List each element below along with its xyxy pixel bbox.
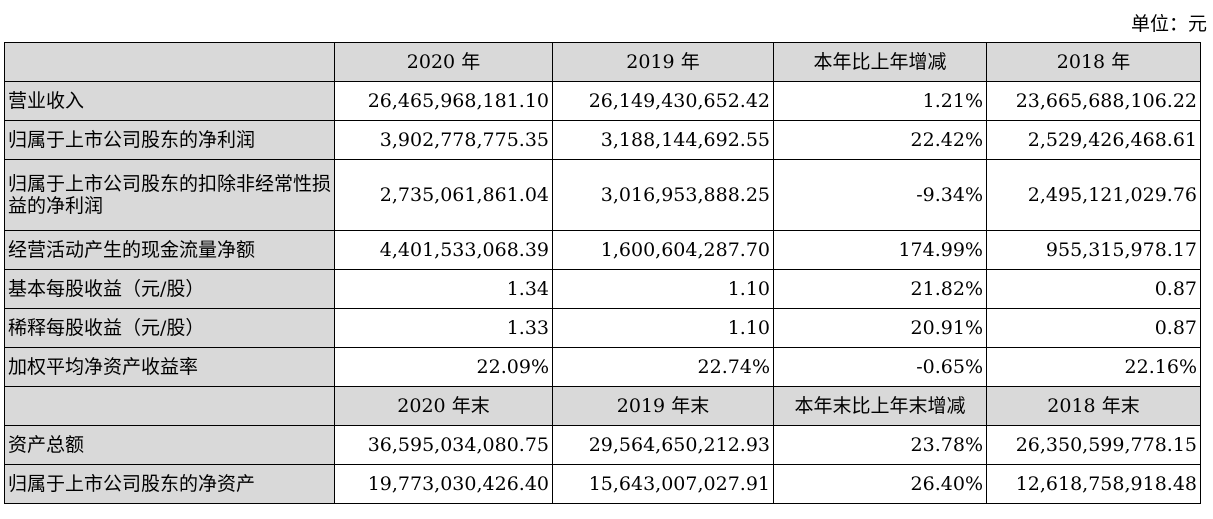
value-2018: 0.87 [986, 308, 1201, 348]
value-2020-end: 36,595,034,080.75 [334, 425, 553, 465]
header-cell-change-end: 本年末比上年末增减 [773, 386, 987, 426]
row-label: 归属于上市公司股东的净利润 [4, 120, 335, 160]
value-change: 22.42% [773, 120, 987, 160]
header-cell-blank [4, 42, 335, 82]
value-2018: 2,529,426,468.61 [986, 120, 1201, 160]
table-row-diluted-eps: 稀释每股收益（元/股） 1.33 1.10 20.91% 0.87 [4, 308, 1201, 348]
row-label: 经营活动产生的现金流量净额 [4, 230, 335, 270]
header-cell-2019: 2019 年 [552, 42, 774, 82]
value-change: 21.82% [773, 269, 987, 309]
value-2020: 26,465,968,181.10 [334, 81, 553, 121]
value-2020: 2,735,061,861.04 [334, 159, 553, 231]
value-change: 20.91% [773, 308, 987, 348]
table-row-weighted-roe: 加权平均净资产收益率 22.09% 22.74% -0.65% 22.16% [4, 347, 1201, 387]
header-cell-2018: 2018 年 [986, 42, 1201, 82]
header-row-annual: 2020 年 2019 年 本年比上年增减 2018 年 [4, 42, 1201, 82]
table-row-revenue: 营业收入 26,465,968,181.10 26,149,430,652.42… [4, 81, 1201, 121]
value-2019: 1,600,604,287.70 [552, 230, 774, 270]
value-2020-end: 19,773,030,426.40 [334, 464, 553, 504]
table-row-net-profit-deducted: 归属于上市公司股东的扣除非经常性损益的净利润 2,735,061,861.04 … [4, 159, 1201, 231]
row-label: 营业收入 [4, 81, 335, 121]
value-2018: 23,665,688,106.22 [986, 81, 1201, 121]
table-row-net-assets: 归属于上市公司股东的净资产 19,773,030,426.40 15,643,0… [4, 464, 1201, 504]
value-2019: 3,016,953,888.25 [552, 159, 774, 231]
unit-label: 单位：元 [1130, 13, 1207, 35]
value-2018: 22.16% [986, 347, 1201, 387]
value-2018: 0.87 [986, 269, 1201, 309]
value-change: -9.34% [773, 159, 987, 231]
value-2019: 26,149,430,652.42 [552, 81, 774, 121]
value-change: -0.65% [773, 347, 987, 387]
table-row-operating-cash-flow: 经营活动产生的现金流量净额 4,401,533,068.39 1,600,604… [4, 230, 1201, 270]
value-2020: 4,401,533,068.39 [334, 230, 553, 270]
value-2019: 3,188,144,692.55 [552, 120, 774, 160]
value-2019: 1.10 [552, 308, 774, 348]
value-2019-end: 29,564,650,212.93 [552, 425, 774, 465]
header-cell-change: 本年比上年增减 [773, 42, 987, 82]
row-label: 归属于上市公司股东的扣除非经常性损益的净利润 [4, 159, 335, 231]
header-cell-2018-end: 2018 年末 [986, 386, 1201, 426]
value-2018: 955,315,978.17 [986, 230, 1201, 270]
row-label: 加权平均净资产收益率 [4, 347, 335, 387]
value-2018-end: 12,618,758,918.48 [986, 464, 1201, 504]
header-cell-2020-end: 2020 年末 [334, 386, 553, 426]
table-row-basic-eps: 基本每股收益（元/股） 1.34 1.10 21.82% 0.87 [4, 269, 1201, 309]
table-row-total-assets: 资产总额 36,595,034,080.75 29,564,650,212.93… [4, 425, 1201, 465]
header-row-year-end: 2020 年末 2019 年末 本年末比上年末增减 2018 年末 [4, 386, 1201, 426]
table-row-net-profit: 归属于上市公司股东的净利润 3,902,778,775.35 3,188,144… [4, 120, 1201, 160]
value-2020: 1.34 [334, 269, 553, 309]
value-2020: 22.09% [334, 347, 553, 387]
value-change-end: 26.40% [773, 464, 987, 504]
row-label: 归属于上市公司股东的净资产 [4, 464, 335, 504]
financial-summary-table: 2020 年 2019 年 本年比上年增减 2018 年 营业收入 26,465… [4, 42, 1201, 504]
value-2018-end: 26,350,599,778.15 [986, 425, 1201, 465]
value-change-end: 23.78% [773, 425, 987, 465]
value-change: 174.99% [773, 230, 987, 270]
header-cell-blank [4, 386, 335, 426]
value-2020: 3,902,778,775.35 [334, 120, 553, 160]
value-2019: 1.10 [552, 269, 774, 309]
value-2020: 1.33 [334, 308, 553, 348]
row-label: 基本每股收益（元/股） [4, 269, 335, 309]
value-change: 1.21% [773, 81, 987, 121]
header-cell-2020: 2020 年 [334, 42, 553, 82]
value-2018: 2,495,121,029.76 [986, 159, 1201, 231]
row-label: 稀释每股收益（元/股） [4, 308, 335, 348]
value-2019-end: 15,643,007,027.91 [552, 464, 774, 504]
value-2019: 22.74% [552, 347, 774, 387]
row-label: 资产总额 [4, 425, 335, 465]
header-cell-2019-end: 2019 年末 [552, 386, 774, 426]
